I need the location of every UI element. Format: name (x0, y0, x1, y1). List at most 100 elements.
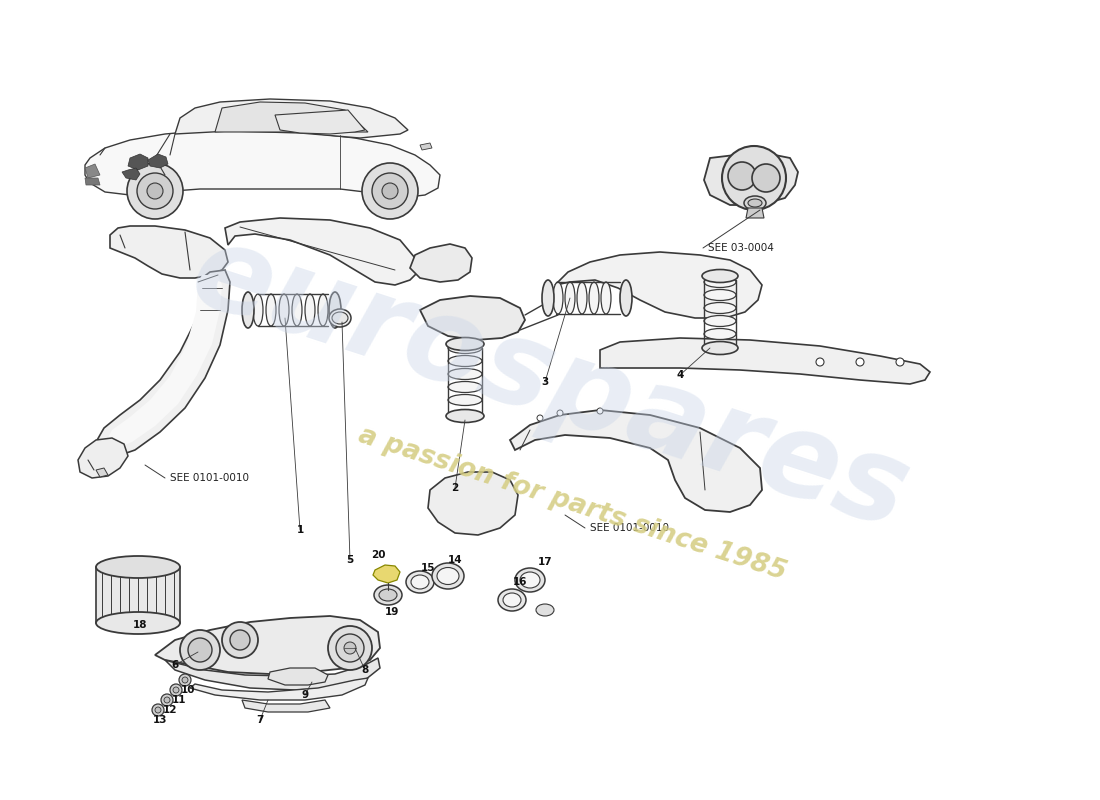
Polygon shape (96, 468, 108, 477)
Circle shape (152, 704, 164, 716)
Circle shape (328, 626, 372, 670)
Ellipse shape (565, 282, 575, 314)
Circle shape (382, 183, 398, 199)
Text: eurospares: eurospares (177, 214, 923, 554)
Circle shape (362, 163, 418, 219)
Circle shape (164, 697, 170, 703)
Polygon shape (122, 168, 140, 180)
Ellipse shape (96, 612, 180, 634)
Text: 2: 2 (451, 483, 459, 493)
Ellipse shape (553, 282, 563, 314)
Circle shape (147, 183, 163, 199)
Polygon shape (214, 102, 368, 132)
Ellipse shape (379, 589, 397, 601)
Ellipse shape (448, 369, 482, 379)
Ellipse shape (374, 585, 401, 605)
Circle shape (222, 622, 258, 658)
Circle shape (155, 707, 161, 713)
Circle shape (752, 164, 780, 192)
Polygon shape (78, 438, 128, 478)
Polygon shape (510, 410, 762, 512)
Polygon shape (128, 154, 148, 170)
Polygon shape (148, 154, 168, 168)
Text: 14: 14 (448, 555, 462, 565)
Text: 16: 16 (513, 577, 527, 587)
Text: 12: 12 (163, 705, 177, 715)
Ellipse shape (406, 571, 434, 593)
Circle shape (816, 358, 824, 366)
Ellipse shape (253, 294, 263, 326)
Circle shape (728, 162, 756, 190)
Text: 19: 19 (385, 607, 399, 617)
Ellipse shape (432, 563, 464, 589)
Circle shape (173, 687, 179, 693)
Circle shape (182, 677, 188, 683)
Text: 15: 15 (420, 563, 436, 573)
Polygon shape (410, 244, 472, 282)
Text: 11: 11 (172, 695, 186, 705)
Text: 5: 5 (346, 555, 353, 565)
Ellipse shape (448, 382, 482, 393)
Ellipse shape (620, 280, 632, 316)
Ellipse shape (292, 294, 302, 326)
Ellipse shape (279, 294, 289, 326)
Text: 7: 7 (256, 715, 264, 725)
Polygon shape (600, 338, 930, 384)
Circle shape (336, 634, 364, 662)
Ellipse shape (318, 294, 328, 326)
Text: 8: 8 (362, 665, 369, 675)
Ellipse shape (744, 196, 766, 210)
Text: 9: 9 (301, 690, 309, 700)
Text: 1: 1 (296, 525, 304, 535)
Ellipse shape (536, 604, 554, 616)
Ellipse shape (329, 292, 341, 328)
Ellipse shape (601, 282, 610, 314)
Text: 4: 4 (676, 370, 684, 380)
Ellipse shape (702, 270, 738, 282)
Circle shape (161, 694, 173, 706)
Circle shape (230, 630, 250, 650)
Polygon shape (704, 152, 798, 205)
Polygon shape (165, 658, 380, 690)
Polygon shape (242, 700, 330, 712)
Circle shape (557, 410, 563, 416)
Text: SEE 0101-0010: SEE 0101-0010 (170, 473, 249, 483)
Polygon shape (190, 678, 368, 700)
Circle shape (170, 684, 182, 696)
Ellipse shape (704, 329, 736, 339)
Circle shape (179, 674, 191, 686)
Ellipse shape (305, 294, 315, 326)
Text: SEE 03-0004: SEE 03-0004 (708, 243, 774, 253)
Ellipse shape (242, 292, 254, 328)
Text: 6: 6 (172, 660, 178, 670)
Ellipse shape (578, 282, 587, 314)
Ellipse shape (503, 593, 521, 607)
Polygon shape (155, 616, 380, 674)
Ellipse shape (704, 302, 736, 314)
Ellipse shape (588, 282, 600, 314)
Circle shape (126, 163, 183, 219)
Ellipse shape (329, 309, 351, 327)
Ellipse shape (96, 556, 180, 578)
Circle shape (856, 358, 864, 366)
Text: 10: 10 (180, 685, 196, 695)
Ellipse shape (702, 342, 738, 354)
Ellipse shape (411, 575, 429, 589)
Circle shape (180, 630, 220, 670)
Ellipse shape (498, 589, 526, 611)
Polygon shape (175, 99, 408, 138)
Polygon shape (96, 270, 230, 458)
Circle shape (372, 173, 408, 209)
Text: a passion for parts since 1985: a passion for parts since 1985 (354, 422, 790, 586)
Text: 18: 18 (133, 620, 147, 630)
Circle shape (597, 408, 603, 414)
Polygon shape (420, 296, 525, 340)
Polygon shape (110, 226, 228, 278)
Ellipse shape (704, 315, 736, 326)
Ellipse shape (448, 342, 482, 354)
Ellipse shape (515, 568, 544, 592)
Polygon shape (85, 130, 440, 198)
Circle shape (344, 642, 356, 654)
Polygon shape (420, 143, 432, 150)
Circle shape (537, 415, 543, 421)
